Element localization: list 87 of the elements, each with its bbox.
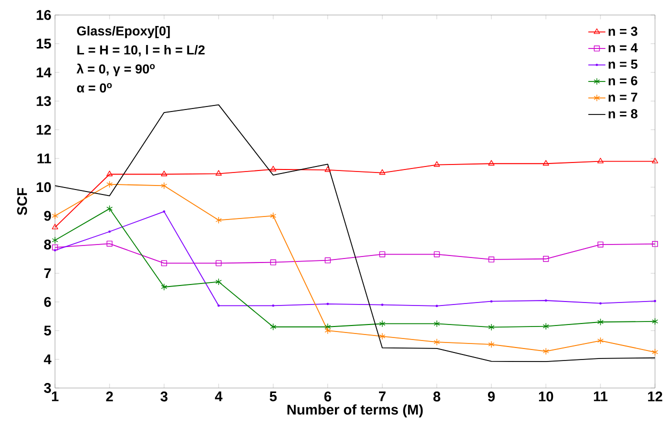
point: [270, 259, 276, 266]
annotation: α = 0$^{o}$: [77, 83, 112, 93]
y-tick-label: 3: [44, 383, 51, 393]
point: [598, 242, 604, 248]
x-tick-label: 4: [214, 392, 222, 402]
point: [106, 205, 113, 212]
point: [160, 182, 168, 190]
point: [324, 323, 331, 330]
annotation: L = H = 10, l = h = L/2: [77, 44, 205, 56]
point: [542, 348, 550, 355]
x-tick-label: 12: [648, 392, 662, 402]
legend-label: n = 3: [608, 26, 638, 36]
point: [597, 158, 604, 164]
x-tick-label: 5: [270, 392, 277, 402]
point: [106, 180, 113, 188]
y-tick-label: 15: [36, 38, 52, 49]
x-tick-label: 7: [378, 392, 386, 402]
point: [160, 283, 168, 291]
point: [324, 257, 331, 264]
point: [652, 158, 658, 164]
legend-label: n = 8: [608, 109, 638, 118]
y-tick-label: 13: [36, 96, 51, 106]
x-axis-title: Number of terms (M): [287, 404, 423, 418]
point: [216, 216, 222, 224]
point: [379, 251, 386, 258]
x-tick-label: 10: [539, 392, 554, 402]
point: [379, 169, 386, 175]
point: [52, 244, 58, 250]
legend-label: n = 4: [608, 43, 638, 52]
point: [542, 322, 550, 330]
x-tick-label: 3: [160, 392, 168, 402]
point: [216, 170, 222, 176]
point: [488, 324, 494, 331]
point: [542, 160, 550, 166]
y-axis-title: SCF: [17, 188, 28, 216]
y-tick-label: 8: [44, 240, 52, 250]
point: [434, 251, 440, 258]
x-tick-label: 1: [52, 392, 59, 402]
x-tick-label: 8: [433, 392, 440, 402]
y-tick-label: 7: [44, 268, 51, 278]
point: [434, 338, 440, 346]
point: [597, 337, 604, 344]
x-tick-label: 11: [594, 392, 608, 402]
point: [434, 161, 440, 167]
point: [379, 332, 386, 340]
annotation: Glass/Epoxy[0]: [77, 26, 170, 38]
point: [597, 318, 604, 326]
point: [652, 318, 658, 325]
y-tick-label: 14: [36, 68, 52, 78]
y-tick-label: 9: [44, 210, 51, 221]
point: [324, 327, 331, 334]
point: [216, 278, 222, 286]
y-tick-label: 4: [44, 354, 52, 364]
point: [488, 340, 494, 348]
point: [216, 260, 222, 266]
point: [652, 348, 658, 356]
y-tick-label: 11: [38, 154, 52, 164]
legend-label: n = 7: [608, 92, 638, 102]
annotation: λ = 0, γ = 90$^{o}$: [76, 64, 155, 76]
point: [161, 260, 168, 266]
y-tick-label: 6: [44, 296, 51, 307]
y-tick-label: 10: [36, 182, 51, 192]
y-tick-label: 16: [36, 10, 51, 20]
point: [488, 256, 494, 262]
point: [52, 224, 58, 230]
legend-label: n = 5: [608, 60, 638, 69]
x-tick-label: 9: [488, 392, 495, 402]
point: [270, 166, 276, 172]
point: [160, 170, 168, 176]
point: [652, 241, 658, 247]
point: [270, 212, 276, 220]
x-tick-label: 2: [106, 392, 113, 402]
point: [434, 320, 440, 328]
point: [270, 323, 276, 330]
y-tick-label: 12: [36, 124, 51, 135]
point: [52, 212, 58, 220]
point: [488, 160, 494, 166]
point: [106, 240, 112, 247]
point: [542, 256, 549, 262]
point: [106, 170, 113, 176]
point: [52, 236, 58, 244]
legend-label: n = 6: [608, 76, 638, 86]
y-tick-label: 5: [44, 326, 52, 336]
x-tick-label: 6: [324, 392, 332, 402]
line-series: [55, 104, 656, 362]
point: [324, 166, 331, 172]
point: [379, 320, 386, 328]
